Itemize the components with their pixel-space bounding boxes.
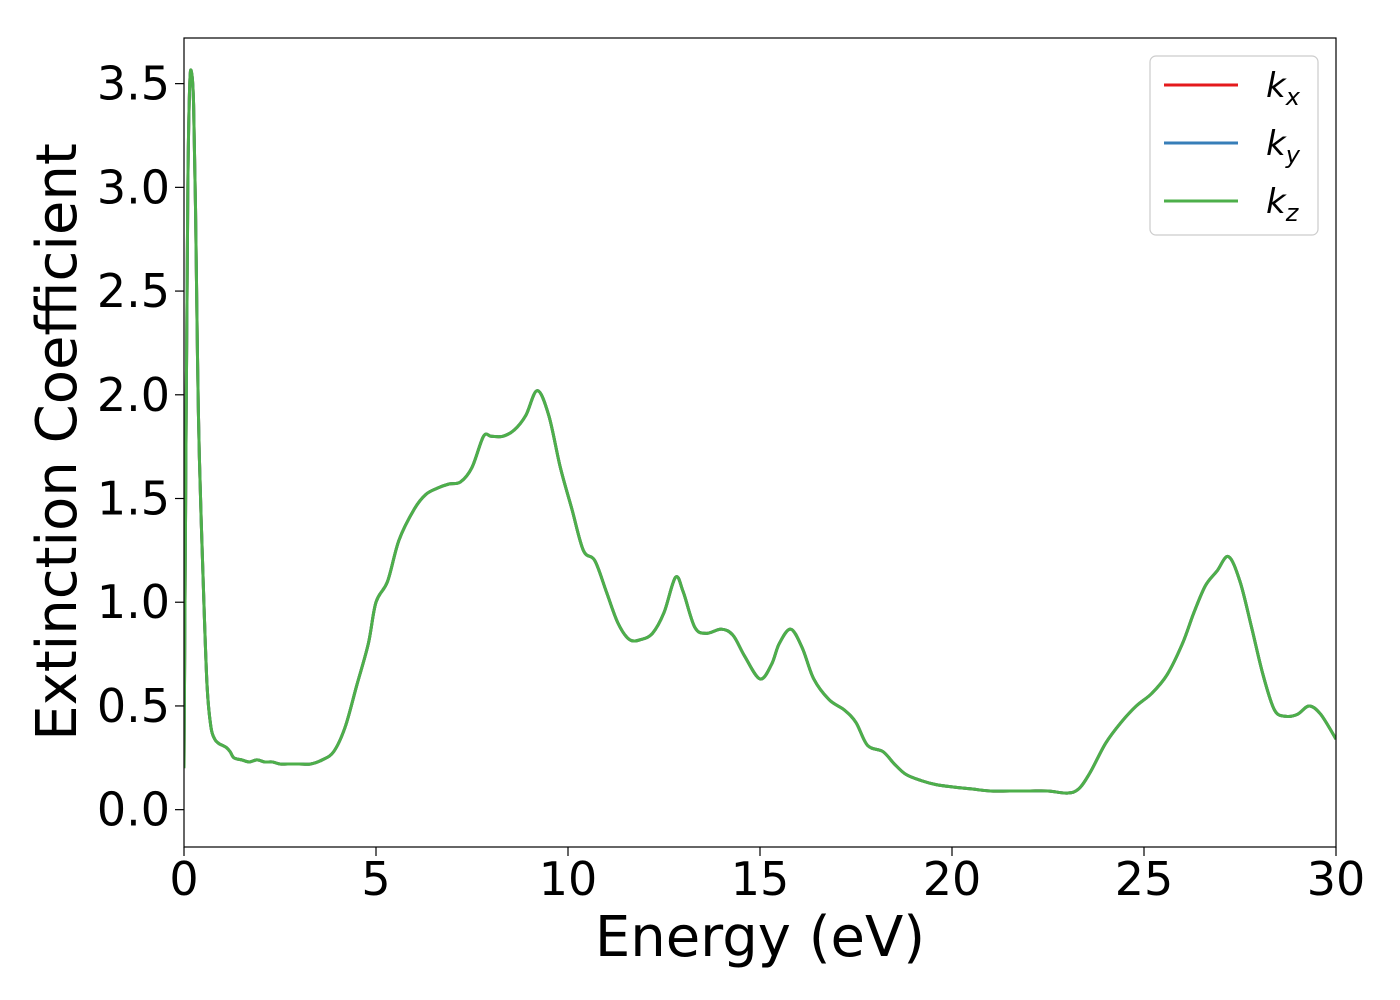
x-tick-label: 15 (731, 852, 790, 906)
x-tick-label: 25 (1115, 852, 1174, 906)
x-tick-label: 10 (539, 852, 598, 906)
x-tick-label: 0 (169, 852, 198, 906)
y-tick-label: 1.5 (97, 472, 170, 526)
x-tick-label: 20 (923, 852, 982, 906)
y-tick-label: 1.0 (97, 575, 170, 629)
y-tick-label: 3.5 (97, 57, 170, 111)
y-axis-label: Extinction Coefficient (25, 143, 90, 741)
y-tick-label: 2.5 (97, 264, 170, 318)
legend-frame (1149, 55, 1319, 236)
x-tick-label: 5 (361, 852, 390, 906)
series-line-kz (184, 68, 1336, 795)
x-tick-label: 30 (1307, 852, 1366, 906)
x-axis-ticks: 0 5 10 15 20 25 30 (169, 847, 1365, 906)
y-tick-label: 3.0 (97, 160, 170, 214)
x-axis-label: Energy (eV) (595, 905, 925, 970)
y-tick-label: 0.0 (97, 783, 170, 837)
y-tick-label: 0.5 (97, 679, 170, 733)
y-tick-label: 2.0 (97, 368, 170, 422)
y-axis-ticks: 0.0 0.5 1.0 1.5 2.0 2.5 3.0 3.5 (97, 57, 184, 837)
series-layer (184, 68, 1336, 795)
